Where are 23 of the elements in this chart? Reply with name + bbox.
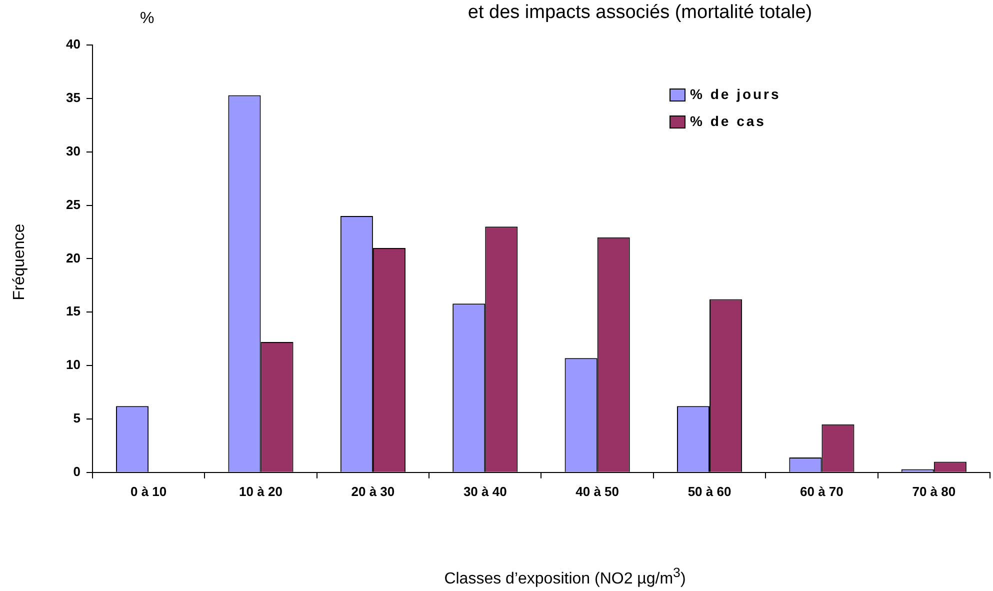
- chart-title: et des impacts associés (mortalité totale): [466, 2, 814, 24]
- text: %: [140, 10, 154, 28]
- x-tick-label: 60 à 70: [800, 484, 844, 499]
- y-tick-label: 5: [73, 410, 80, 426]
- y-tick-label: 40: [66, 36, 80, 52]
- x-axis-title: Classes d’exposition (NO2 µg/m$^{3}$): [443, 565, 687, 588]
- legend-label: % de cas: [690, 112, 766, 129]
- x-tick-label: 30 à 40: [463, 484, 507, 499]
- y-tick-label: 35: [66, 90, 80, 106]
- legend-label: % de jours: [690, 86, 781, 102]
- y-tick-label: 0: [73, 464, 80, 479]
- x-tick-label: 50 à 60: [688, 484, 732, 499]
- y-tick-label: 15: [66, 304, 80, 319]
- x-tick-label: 40 à 50: [576, 484, 620, 499]
- y-axis-title: Fréquence: [11, 224, 29, 300]
- x-tick-label: 10 à 20: [239, 484, 282, 499]
- y-tick-label: 30: [66, 143, 80, 158]
- y-tick-label: 25: [66, 196, 80, 212]
- y-tick-label: 10: [66, 357, 80, 372]
- x-tick-label: 0 à 10: [130, 484, 167, 499]
- y-tick-label: 20: [66, 250, 80, 266]
- x-tick-label: 70 à 80: [912, 484, 956, 499]
- x-tick-label: 20 à 30: [351, 484, 395, 499]
